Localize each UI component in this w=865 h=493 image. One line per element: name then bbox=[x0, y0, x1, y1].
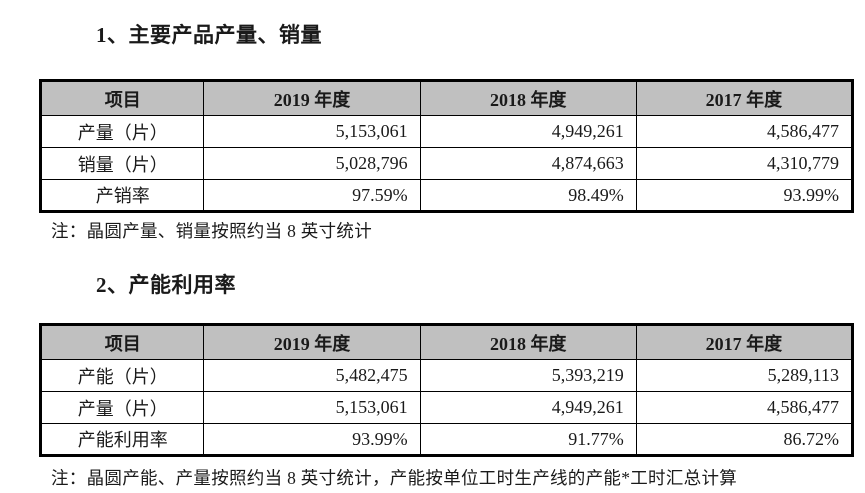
table-header-row: 项目 2019 年度 2018 年度 2017 年度 bbox=[39, 324, 854, 360]
column-header-2017: 2017 年度 bbox=[635, 324, 854, 360]
cell-2018: 91.77% bbox=[419, 423, 637, 456]
section-title-production-sales: 1、主要产品产量、销量 bbox=[96, 23, 322, 47]
table-row-sales-rate: 产销率 97.59% 98.49% 93.99% bbox=[39, 179, 854, 212]
column-header-2018: 2018 年度 bbox=[419, 324, 637, 360]
table-row-utilization-rate: 产能利用率 93.99% 91.77% 86.72% bbox=[39, 423, 854, 456]
table-header-row: 项目 2019 年度 2018 年度 2017 年度 bbox=[39, 80, 854, 116]
table-row-output: 产量（片） 5,153,061 4,949,261 4,586,477 bbox=[39, 391, 854, 424]
section-title-capacity-utilization: 2、产能利用率 bbox=[96, 273, 236, 297]
production-sales-table: 项目 2019 年度 2018 年度 2017 年度 产量（片） 5,153,0… bbox=[39, 79, 854, 213]
row-label: 产量（片） bbox=[39, 391, 205, 424]
cell-2017: 4,310,779 bbox=[635, 147, 854, 180]
cell-2017: 93.99% bbox=[635, 179, 854, 212]
column-header-2019: 2019 年度 bbox=[203, 324, 421, 360]
cell-2019: 97.59% bbox=[203, 179, 421, 212]
row-label: 产能利用率 bbox=[39, 423, 205, 456]
cell-2019: 5,028,796 bbox=[203, 147, 421, 180]
row-label: 产销率 bbox=[39, 179, 205, 212]
cell-2018: 98.49% bbox=[419, 179, 637, 212]
cell-2017: 4,586,477 bbox=[635, 115, 854, 148]
table-row-sales: 销量（片） 5,028,796 4,874,663 4,310,779 bbox=[39, 147, 854, 180]
cell-2019: 5,153,061 bbox=[203, 115, 421, 148]
row-label: 销量（片） bbox=[39, 147, 205, 180]
cell-2019: 93.99% bbox=[203, 423, 421, 456]
cell-2018: 4,874,663 bbox=[419, 147, 637, 180]
cell-2018: 5,393,219 bbox=[419, 359, 637, 392]
cell-2019: 5,482,475 bbox=[203, 359, 421, 392]
column-header-2019: 2019 年度 bbox=[203, 80, 421, 116]
cell-2019: 5,153,061 bbox=[203, 391, 421, 424]
row-label: 产量（片） bbox=[39, 115, 205, 148]
column-header-item: 项目 bbox=[39, 324, 205, 360]
row-label: 产能（片） bbox=[39, 359, 205, 392]
table-row-output: 产量（片） 5,153,061 4,949,261 4,586,477 bbox=[39, 115, 854, 148]
table-row-capacity: 产能（片） 5,482,475 5,393,219 5,289,113 bbox=[39, 359, 854, 392]
column-header-item: 项目 bbox=[39, 80, 205, 116]
column-header-2018: 2018 年度 bbox=[419, 80, 637, 116]
table-note-1: 注：晶圆产量、销量按照约当 8 英寸统计 bbox=[51, 221, 372, 241]
column-header-2017: 2017 年度 bbox=[635, 80, 854, 116]
cell-2017: 4,586,477 bbox=[635, 391, 854, 424]
cell-2017: 5,289,113 bbox=[635, 359, 854, 392]
cell-2018: 4,949,261 bbox=[419, 115, 637, 148]
cell-2017: 86.72% bbox=[635, 423, 854, 456]
cell-2018: 4,949,261 bbox=[419, 391, 637, 424]
table-note-2: 注：晶圆产能、产量按照约当 8 英寸统计，产能按单位工时生产线的产能*工时汇总计… bbox=[51, 468, 738, 488]
capacity-utilization-table: 项目 2019 年度 2018 年度 2017 年度 产能（片） 5,482,4… bbox=[39, 323, 854, 457]
